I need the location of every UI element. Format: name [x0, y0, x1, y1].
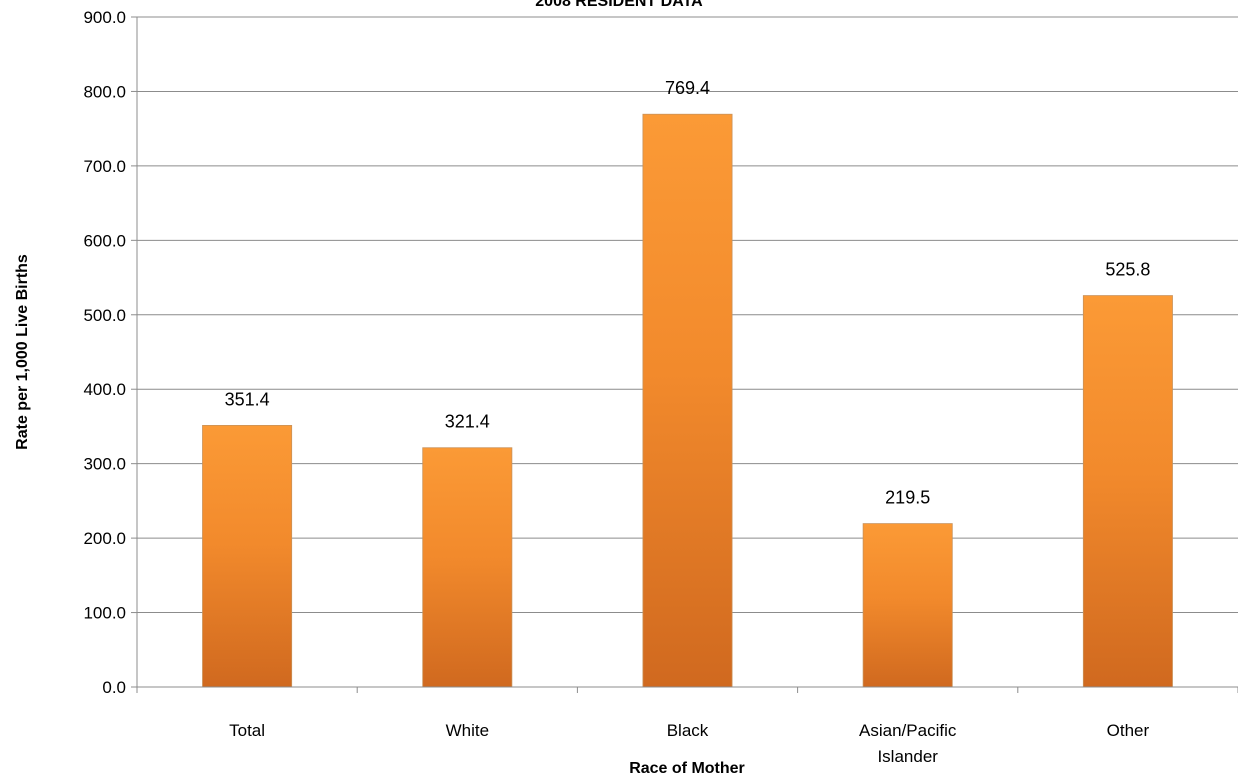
bar — [1082, 295, 1173, 688]
bar — [642, 113, 733, 688]
y-tick-label: 100.0 — [83, 604, 126, 623]
y-tick-label: 0.0 — [102, 678, 126, 697]
bar — [202, 425, 293, 688]
chart-title: 2008 RESIDENT DATA — [535, 0, 703, 10]
data-labels: 351.4 321.4 769.4 219.5 525.8 — [225, 78, 1151, 507]
y-tick-label: 300.0 — [83, 455, 126, 474]
y-tick-label: 500.0 — [83, 306, 126, 325]
x-tick-label: Asian/Pacific Islander — [859, 721, 957, 766]
data-label: 351.4 — [225, 389, 270, 409]
data-label: 769.4 — [665, 78, 710, 98]
y-tick-label: 200.0 — [83, 529, 126, 548]
data-label: 525.8 — [1105, 260, 1150, 280]
y-tick-label: 900.0 — [83, 8, 126, 27]
bars — [202, 113, 1173, 688]
x-tick-label: White — [446, 721, 489, 740]
bar — [862, 523, 953, 688]
data-label: 219.5 — [885, 488, 930, 508]
y-axis-title: Rate per 1,000 Live Births — [14, 254, 31, 450]
x-tick-label: Black — [667, 721, 709, 740]
x-tick-label: Other — [1107, 721, 1150, 740]
y-tick-label: 800.0 — [83, 82, 126, 101]
y-tick-label: 700.0 — [83, 157, 126, 176]
y-tick-label: 600.0 — [83, 231, 126, 250]
bar — [422, 447, 513, 688]
x-tick-label: Total — [229, 721, 265, 740]
data-label: 321.4 — [445, 412, 490, 432]
y-axis-ticks: 0.0 100.0 200.0 300.0 400.0 500.0 600.0 700.0 80… — [83, 8, 137, 697]
y-tick-label: 400.0 — [83, 380, 126, 399]
x-axis-title: Race of Mother — [629, 760, 745, 777]
x-axis-ticks: Total White Black Asian/Pacific Islander Othe… — [136, 687, 1238, 766]
